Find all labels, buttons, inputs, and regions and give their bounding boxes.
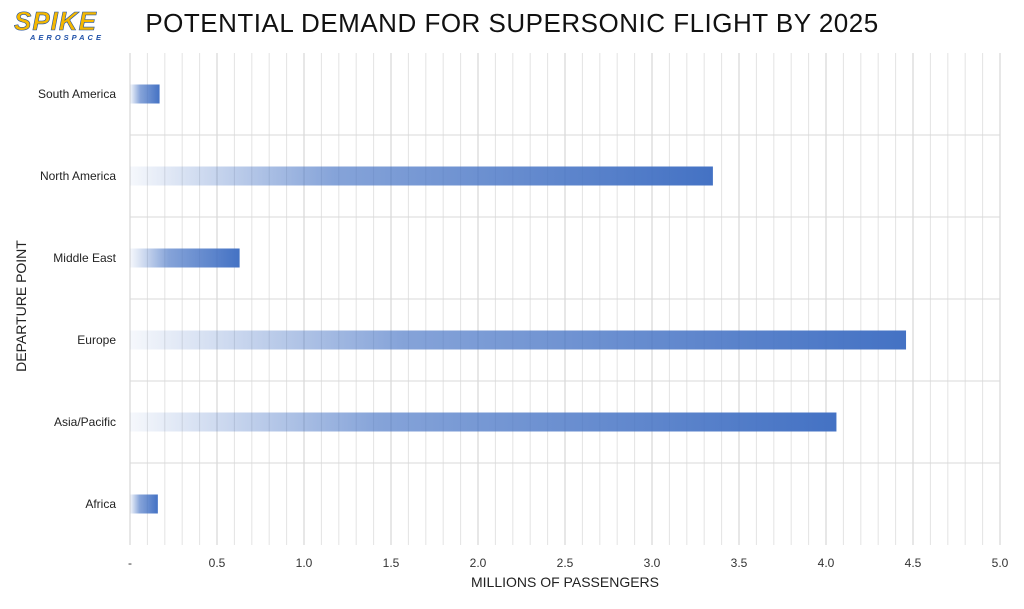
x-tick-label: - (128, 556, 132, 570)
x-tick-label: 2.0 (470, 556, 487, 570)
bar (130, 330, 907, 350)
category-tick-label: Africa (85, 497, 116, 511)
bars (130, 84, 907, 514)
spike-aerospace-logo: SPIKE AEROSPACE (10, 6, 122, 42)
chart-title: POTENTIAL DEMAND FOR SUPERSONIC FLIGHT B… (145, 8, 879, 38)
bar (130, 84, 160, 104)
category-tick-label: Asia/Pacific (54, 415, 116, 429)
category-tick-label: Middle East (53, 251, 116, 265)
bar (130, 412, 837, 432)
x-tick-label: 1.0 (296, 556, 313, 570)
category-tick-label: Europe (77, 333, 116, 347)
x-tick-label: 0.5 (209, 556, 226, 570)
logo-subtitle: AEROSPACE (30, 33, 104, 42)
x-tick-label: 3.0 (644, 556, 661, 570)
category-tick-label: North America (40, 169, 116, 183)
bar (130, 166, 713, 186)
x-tick-label: 4.5 (905, 556, 922, 570)
x-tick-label: 2.5 (557, 556, 574, 570)
x-axis-title: MILLIONS OF PASSENGERS (470, 574, 659, 590)
grid-lines (129, 53, 1001, 545)
x-tick-label: 3.5 (731, 556, 748, 570)
x-tick-label: 5.0 (992, 556, 1009, 570)
logo-word: SPIKE (14, 6, 98, 37)
x-tick-label: 4.0 (818, 556, 835, 570)
x-tick-label: 1.5 (383, 556, 400, 570)
bar (130, 248, 240, 268)
bar (130, 494, 158, 514)
y-axis-title: DEPARTURE POINT (13, 240, 29, 372)
axis-labels: South America North America Middle East Eur… (38, 87, 1009, 570)
category-tick-label: South America (38, 87, 116, 101)
